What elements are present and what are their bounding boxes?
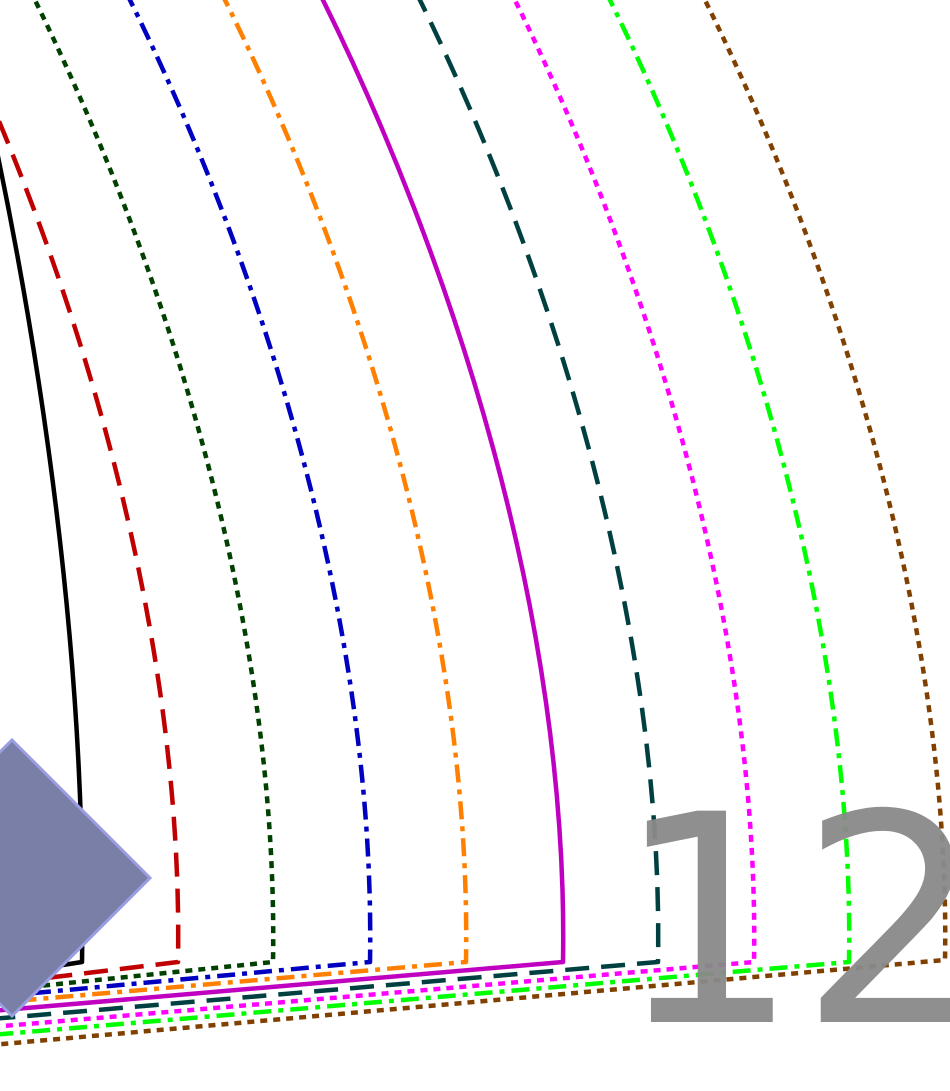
arc-curve-3	[0, 0, 276, 993]
arc-curve-9	[0, 0, 852, 1037]
arc-curve-6	[0, 0, 566, 1013]
arc-curve-4	[0, 0, 373, 999]
arc-curve-10	[0, 0, 948, 1047]
arc-group	[0, 0, 948, 1047]
arc-curve-5	[0, 0, 469, 1005]
diamond-marker	[0, 737, 153, 1019]
arc-curve-7	[0, 0, 661, 1021]
arc-curve-8	[0, 0, 757, 1029]
quarter-arc-diagram	[0, 0, 948, 1047]
arc-curve-2	[0, 117, 181, 986]
